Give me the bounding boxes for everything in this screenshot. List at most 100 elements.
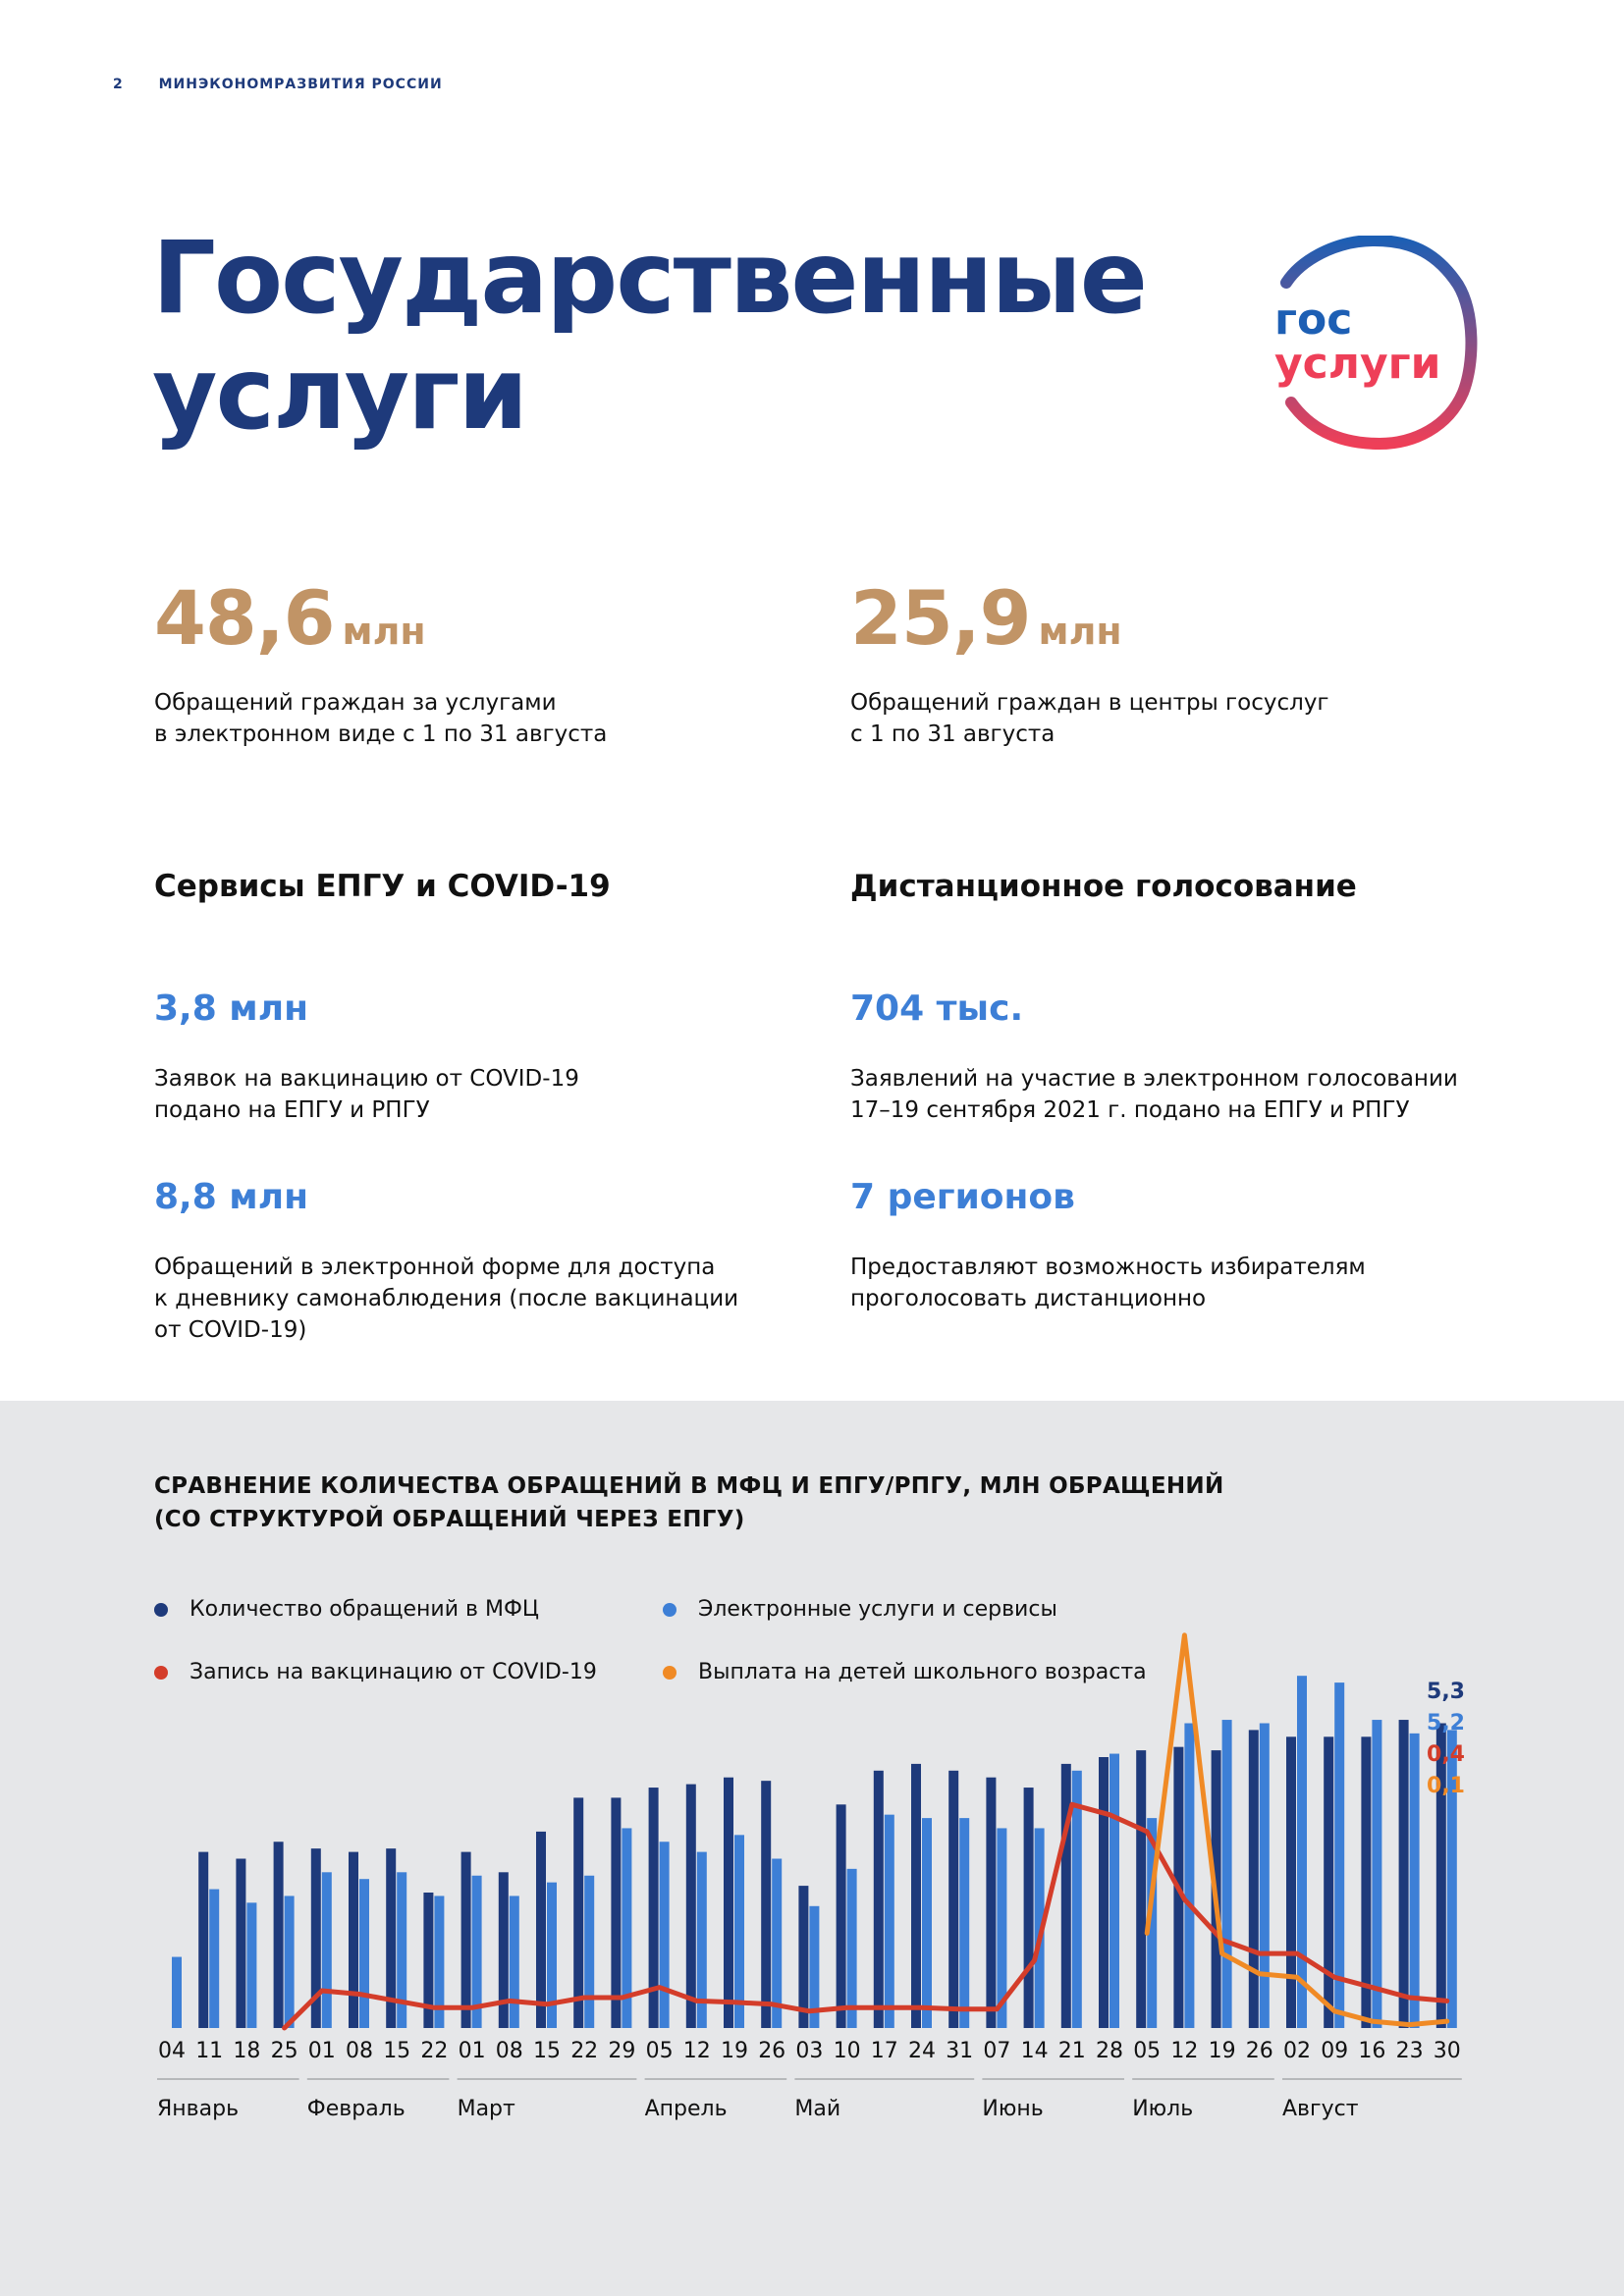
bar-mfc-4: [310, 1848, 321, 2028]
x-tick-label-20: 24: [908, 2039, 936, 2063]
x-tick-label-9: 08: [496, 2039, 523, 2063]
bar-electronic-16: [772, 1858, 783, 2028]
stat-electronic-desc: Обращений граждан за услугами в электрон…: [154, 690, 608, 747]
bar-mfc-30: [1286, 1736, 1296, 2028]
bar-electronic-3: [284, 1896, 295, 2028]
legend-item-electronic: Электронные услуги и сервисы: [663, 1597, 1057, 1622]
legend-dot-electronic: [663, 1602, 677, 1617]
x-tick-label-0: 04: [158, 2039, 186, 2063]
x-tick-label-14: 12: [683, 2039, 711, 2063]
section-title-voting: Дистанционное голосование: [850, 869, 1357, 904]
stat-diary-value: 8,8 млн: [154, 1177, 308, 1217]
x-tick-label-30: 02: [1283, 2039, 1311, 2063]
bar-mfc-12: [611, 1797, 622, 2028]
x-tick-label-21: 31: [946, 2039, 973, 2063]
chart-title: СРАВНЕНИЕ КОЛИЧЕСТВА ОБРАЩЕНИЙ В МФЦ И Е…: [154, 1473, 1224, 1532]
stat-electronic-value: 48,6: [154, 574, 336, 662]
bar-electronic-10: [547, 1882, 557, 2028]
bar-mfc-7: [423, 1893, 434, 2028]
x-tick-label-29: 26: [1246, 2039, 1273, 2063]
bar-electronic-15: [734, 1835, 744, 2028]
month-label-1: Февраль: [307, 2097, 406, 2121]
bar-mfc-24: [1060, 1763, 1071, 2028]
x-tick-label-5: 08: [346, 2039, 373, 2063]
x-tick-label-18: 10: [834, 2039, 861, 2063]
bar-mfc-9: [498, 1872, 509, 2028]
bar-electronic-25: [1110, 1753, 1119, 2028]
logo-ring: [1280, 236, 1478, 451]
x-tick-label-13: 05: [646, 2039, 674, 2063]
x-tick-label-12: 29: [608, 2039, 635, 2063]
bar-electronic-12: [622, 1828, 632, 2028]
line-vaccination: [282, 1801, 1450, 2031]
x-tick-label-1: 11: [195, 2039, 223, 2063]
logo-text-top: гос: [1274, 294, 1352, 345]
logo-text-bottom: услуги: [1274, 339, 1441, 389]
month-label-5: Июнь: [982, 2097, 1043, 2121]
stat-regions-value: 7 регионов: [850, 1177, 1075, 1217]
stat-applications-value: 704 тыс.: [850, 988, 1024, 1029]
end-value-label-3: 0,1: [1427, 1774, 1465, 1798]
bar-mfc-5: [349, 1851, 358, 2028]
bar-mfc-32: [1361, 1736, 1372, 2028]
x-tick-label-27: 12: [1170, 2039, 1198, 2063]
x-tick-label-33: 23: [1396, 2039, 1424, 2063]
x-tick-label-3: 25: [271, 2039, 298, 2063]
end-value-label-0: 5,3: [1427, 1680, 1465, 1704]
page-title-line1: Государственные: [152, 220, 1148, 337]
x-tick-label-22: 07: [983, 2039, 1010, 2063]
end-value-label-1: 5,2: [1427, 1711, 1465, 1735]
bar-mfc-6: [386, 1848, 397, 2028]
bar-electronic-7: [434, 1896, 445, 2028]
x-tick-label-17: 03: [795, 2039, 823, 2063]
legend-item-mfc: Количество обращений в МФЦ: [154, 1597, 539, 1622]
x-tick-label-31: 09: [1321, 2039, 1348, 2063]
bar-electronic-24: [1071, 1770, 1082, 2028]
bar-electronic-30: [1297, 1676, 1307, 2028]
x-tick-label-24: 21: [1058, 2039, 1086, 2063]
bar-mfc-33: [1398, 1720, 1409, 2028]
month-label-2: Март: [458, 2097, 515, 2121]
bar-mfc-19: [873, 1770, 884, 2028]
bar-mfc-18: [836, 1804, 846, 2028]
stat-centers-value: 25,9: [850, 574, 1032, 662]
org-name: МИНЭКОНОМРАЗВИТИЯ РОССИИ: [158, 77, 443, 92]
bar-electronic-8: [471, 1875, 482, 2028]
bar-mfc-29: [1248, 1730, 1259, 2028]
stat-electronic-unit: млн: [342, 610, 426, 653]
bar-mfc-26: [1136, 1750, 1147, 2028]
x-tick-label-19: 17: [871, 2039, 898, 2063]
stat-diary-desc: Обращений в электронной форме для доступ…: [154, 1255, 739, 1343]
month-label-0: Январь: [157, 2097, 239, 2121]
bar-electronic-31: [1334, 1682, 1345, 2028]
bar-electronic-0: [172, 1956, 182, 2028]
legend-item-school: Выплата на детей школьного возраста: [663, 1660, 1147, 1684]
bar-electronic-28: [1221, 1720, 1232, 2028]
bar-mfc-13: [648, 1788, 659, 2028]
x-tick-label-4: 01: [308, 2039, 336, 2063]
bar-mfc-15: [724, 1777, 733, 2028]
x-tick-label-32: 16: [1358, 2039, 1385, 2063]
bar-electronic-4: [321, 1872, 332, 2028]
stat-centers-unit: млн: [1038, 610, 1122, 653]
bar-mfc-2: [236, 1858, 246, 2028]
bar-electronic-20: [922, 1818, 932, 2028]
bar-electronic-14: [696, 1851, 707, 2028]
stat-regions-desc: Предоставляют возможность избирателям пр…: [850, 1255, 1366, 1311]
end-value-label-2: 0,4: [1427, 1742, 1465, 1767]
month-label-7: Август: [1282, 2097, 1359, 2121]
bar-electronic-6: [397, 1872, 407, 2028]
bar-electronic-29: [1259, 1723, 1270, 2028]
bar-mfc-31: [1324, 1736, 1334, 2028]
legend-label-vaccination: Запись на вакцинацию от COVID-19: [189, 1660, 597, 1684]
legend-label-electronic: Электронные услуги и сервисы: [698, 1597, 1057, 1622]
legend-dot-mfc: [154, 1602, 168, 1617]
bar-electronic-5: [359, 1879, 369, 2028]
bar-electronic-9: [509, 1896, 519, 2028]
section-title-covid: Сервисы ЕПГУ и COVID-19: [154, 869, 611, 904]
x-tick-label-7: 22: [420, 2039, 448, 2063]
bar-mfc-21: [948, 1770, 959, 2028]
bar-mfc-1: [198, 1851, 209, 2028]
bar-electronic-27: [1184, 1723, 1195, 2028]
gosuslugi-logo: гос услуги: [1274, 236, 1478, 451]
